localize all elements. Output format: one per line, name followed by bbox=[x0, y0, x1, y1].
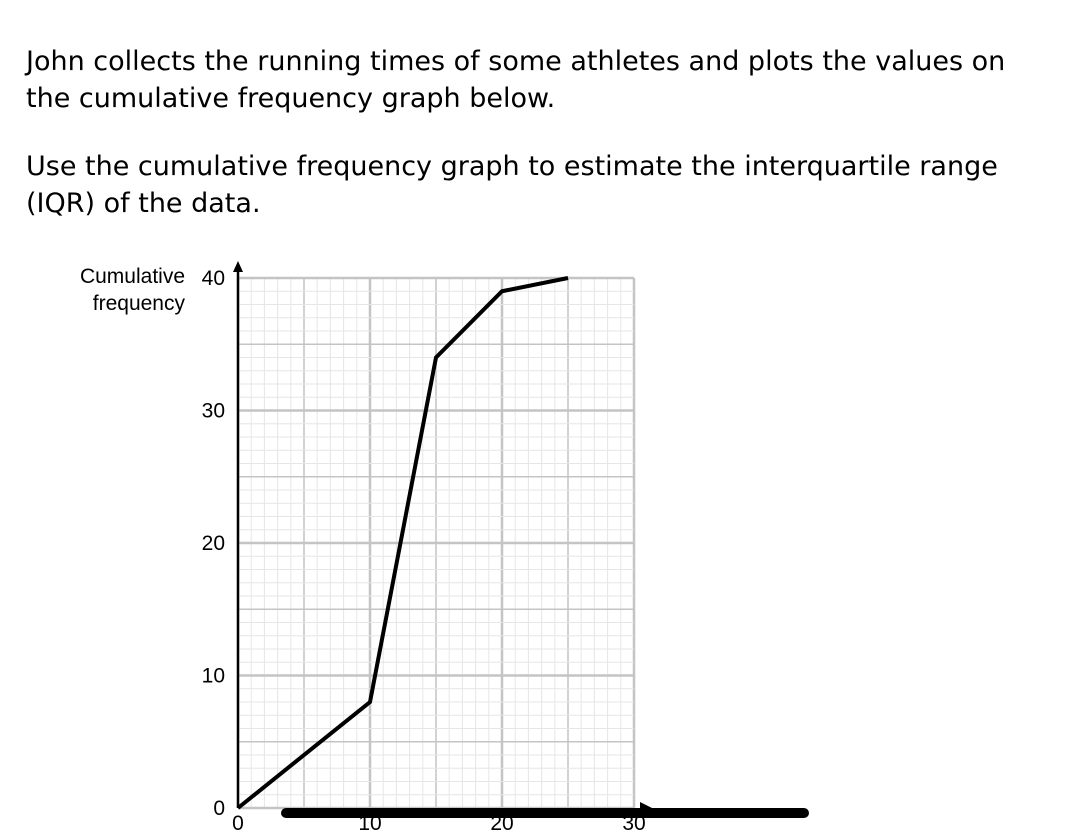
y-axis-arrow-icon bbox=[233, 261, 243, 272]
y-tick-label: 0 bbox=[213, 797, 225, 820]
y-axis-label-line2: frequency bbox=[93, 292, 186, 315]
x-tick-label: 0 bbox=[232, 812, 244, 832]
y-tick-label: 10 bbox=[202, 665, 225, 688]
y-tick-label: 40 bbox=[202, 267, 225, 290]
y-axis-label-line1: Cumulative bbox=[80, 265, 185, 288]
y-tick-labels: 0 10 20 30 40 bbox=[202, 267, 225, 820]
cumulative-frequency-line bbox=[236, 276, 569, 810]
y-tick-label: 20 bbox=[202, 532, 225, 555]
question-text-1: John collects the running times of some … bbox=[26, 46, 1006, 114]
y-tick-label: 30 bbox=[202, 400, 225, 423]
question-text-2: Use the cumulative frequency graph to es… bbox=[26, 151, 998, 219]
